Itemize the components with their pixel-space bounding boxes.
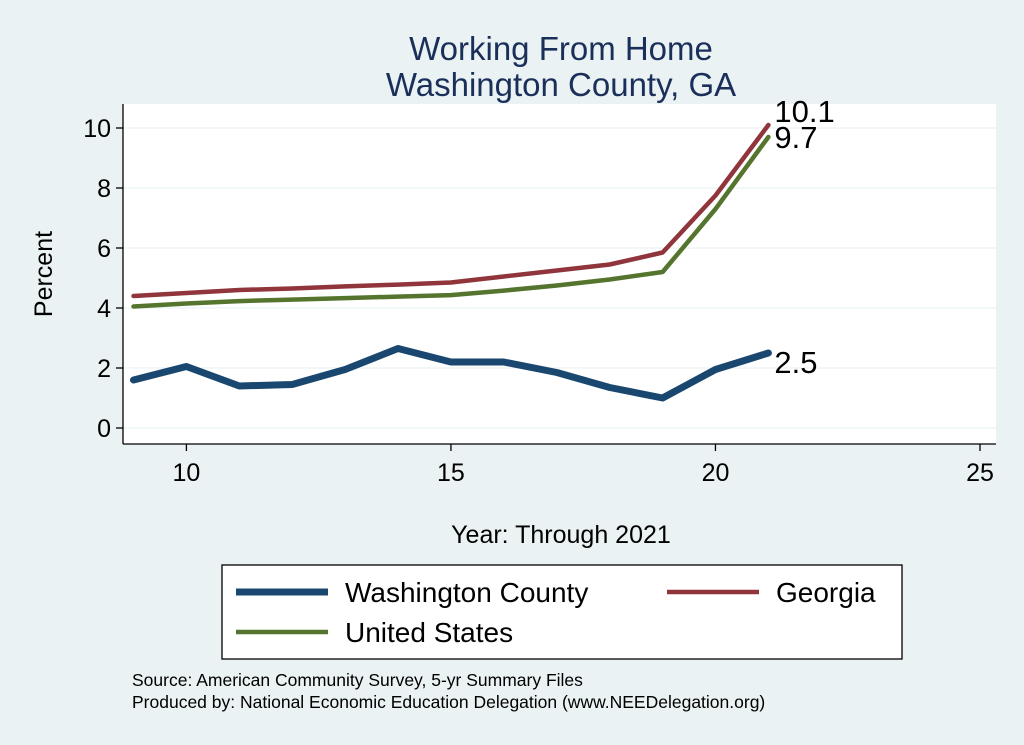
y-tick-label-8: 8: [97, 175, 111, 203]
x-tick-label-15: 15: [437, 459, 465, 487]
y-tick-label-6: 6: [97, 235, 111, 263]
series-end-labels: 2.5 10.19.7: [774, 94, 834, 380]
end-label-washington-county: 2.5: [774, 345, 817, 380]
legend-label-washington-county: Washington County: [345, 577, 588, 608]
legend: Washington County Georgia United States: [236, 577, 876, 648]
y-axis-ticks: 0 2 4 6 8 10: [83, 115, 123, 443]
end-label-united-states: 9.7: [774, 120, 817, 155]
x-tick-label-20: 20: [702, 459, 730, 487]
legend-label-georgia: Georgia: [776, 577, 876, 608]
plot-area: [123, 104, 996, 444]
produced-by-note: Produced by: National Economic Education…: [132, 692, 765, 712]
y-tick-label-10: 10: [83, 115, 111, 143]
x-tick-label-10: 10: [173, 459, 201, 487]
legend-label-united-states: United States: [345, 617, 513, 648]
x-tick-label-25: 25: [966, 459, 994, 487]
y-tick-label-4: 4: [97, 295, 111, 323]
y-axis-title: Percent: [30, 231, 58, 317]
y-tick-label-0: 0: [97, 415, 111, 443]
x-axis-ticks: 10 15 20 25: [173, 444, 994, 487]
source-note: Source: American Community Survey, 5-yr …: [132, 670, 583, 690]
x-axis-title: Year: Through 2021: [451, 521, 671, 549]
chart-title-line-1: Working From Home: [409, 30, 713, 67]
y-tick-label-2: 2: [97, 355, 111, 383]
series-lines: [130, 122, 772, 402]
chart-title-line-2: Washington County, GA: [386, 66, 736, 103]
legend-box: [221, 564, 903, 660]
gridlines: [123, 127, 996, 429]
end-label-georgia: 10.1: [774, 94, 834, 129]
